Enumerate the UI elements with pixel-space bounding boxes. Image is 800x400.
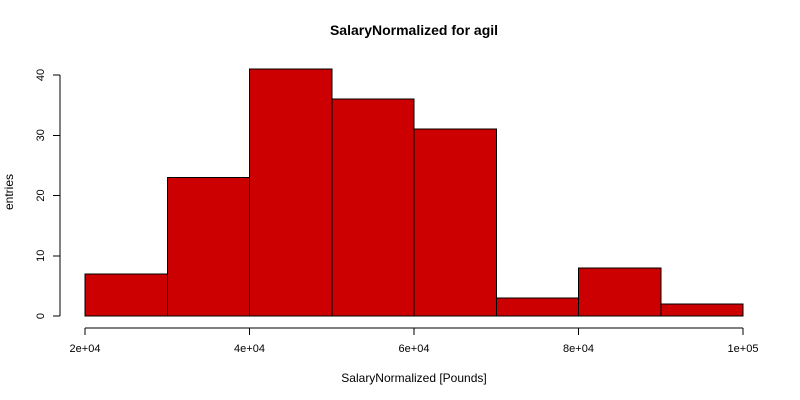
histogram-bar (249, 68, 333, 317)
histogram-bar (413, 128, 497, 317)
histogram-bar (578, 267, 662, 317)
x-axis: 2e+04 4e+04 6e+04 8e+04 1e+05 (70, 327, 759, 355)
y-tick-label: 10 (35, 250, 47, 262)
chart-title: SalaryNormalized for agil (330, 22, 498, 38)
x-tick-label: 8e+04 (563, 343, 594, 355)
y-axis: 0 10 20 30 40 (35, 69, 61, 319)
x-tick-label: 2e+04 (70, 343, 101, 355)
x-tick-label: 1e+05 (728, 343, 759, 355)
histogram-bar (495, 297, 579, 317)
histogram-bar (84, 273, 168, 317)
y-tick-label: 0 (35, 313, 47, 319)
x-axis-label: SalaryNormalized [Pounds] (341, 371, 486, 385)
x-tick-label: 6e+04 (399, 343, 430, 355)
y-axis-label: entries (2, 174, 16, 210)
y-tick-label: 30 (35, 129, 47, 141)
histogram-bar (166, 176, 250, 317)
y-tick-label: 40 (35, 69, 47, 81)
histogram-bar (331, 98, 415, 317)
x-tick-label: 4e+04 (234, 343, 265, 355)
bars-layer (84, 68, 744, 317)
histogram-bar (660, 303, 744, 317)
y-tick-label: 20 (35, 189, 47, 201)
